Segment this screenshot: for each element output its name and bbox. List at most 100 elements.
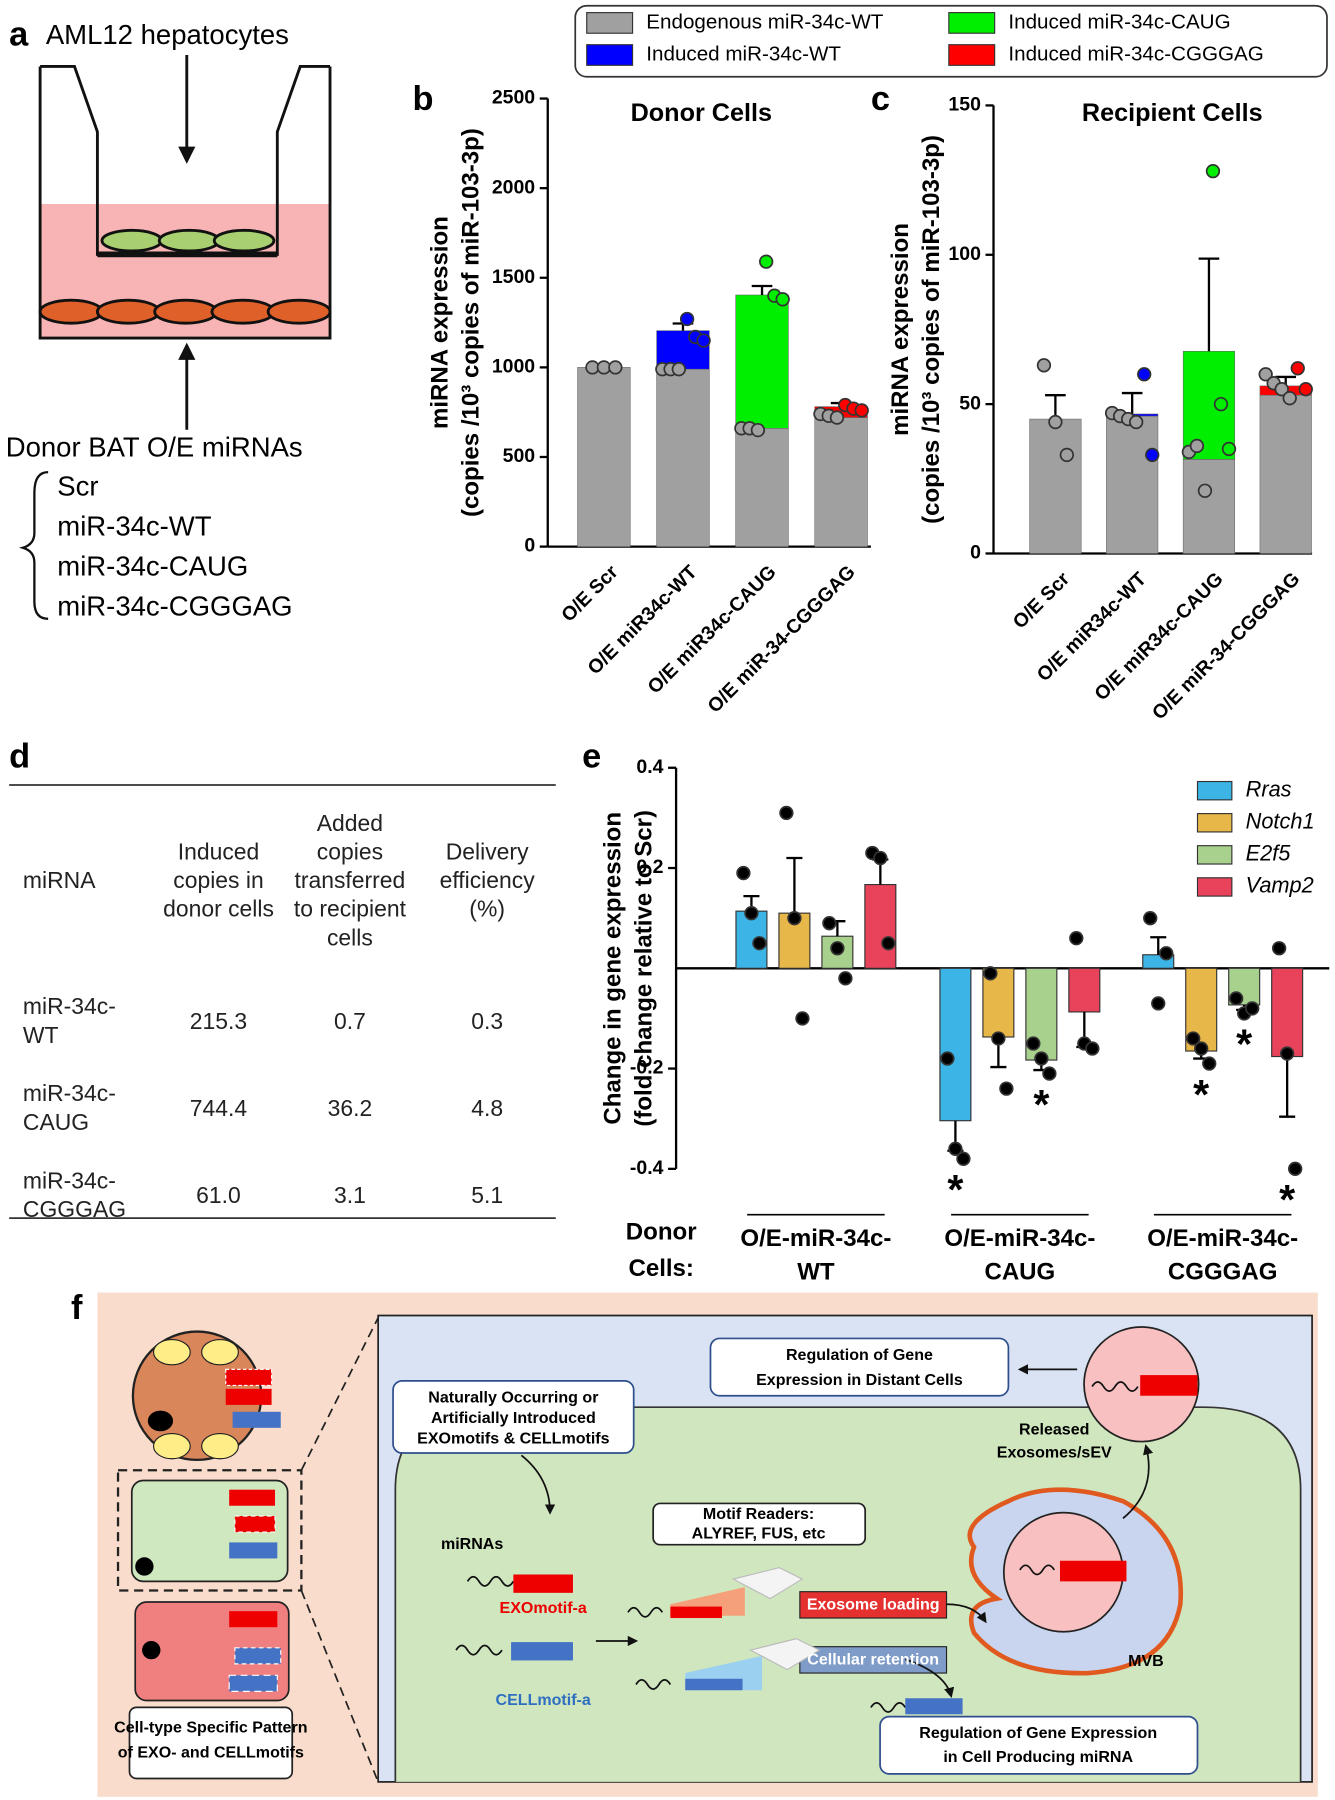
- f-distant: Expression in Distant Cells: [756, 1371, 963, 1389]
- y-axis-label: (copies /10³ copies of miR-103-3p): [457, 128, 484, 517]
- data-point: [1189, 438, 1205, 454]
- cell: 0.3: [471, 1008, 504, 1035]
- panel-a-item: miR-34c-CAUG: [57, 551, 248, 582]
- y-axis-label: miRNA expression: [887, 223, 914, 436]
- bar-segment: [1029, 418, 1082, 554]
- data-point: [608, 360, 623, 375]
- y-tick-label: -0.4: [630, 1157, 664, 1179]
- cell: 0.7: [333, 1008, 366, 1035]
- data-point: [1279, 1046, 1295, 1061]
- cell: 3.1: [333, 1183, 366, 1209]
- data-point: [1159, 946, 1174, 961]
- data-point: [1137, 367, 1152, 382]
- data-point: [1145, 447, 1160, 463]
- data-point: [1290, 361, 1305, 376]
- f-left-box: Cell-type Specific Pattern: [114, 1718, 307, 1736]
- legend-label: Notch1: [1246, 809, 1315, 834]
- bar-segment: [1182, 459, 1236, 554]
- bar: [939, 967, 972, 1122]
- data-point: [787, 911, 802, 926]
- cell: 61.0: [196, 1183, 241, 1209]
- x-tick-label: O/E-miR-34c-: [944, 1225, 1095, 1252]
- legend-swatch: [1196, 780, 1233, 801]
- panel-a-item: Scr: [57, 470, 98, 501]
- bar-segment: [1259, 394, 1312, 554]
- panel-a-item: miR-34c-CGGGAG: [57, 591, 292, 622]
- f-mirnas: miRNAs: [441, 1535, 503, 1553]
- error-bar: [751, 284, 773, 295]
- data-point: [1194, 1041, 1209, 1056]
- legend-swatch: [1196, 813, 1233, 833]
- x-tick-label: CAUG: [984, 1258, 1055, 1285]
- data-point: [1274, 382, 1289, 397]
- panel-a-diagram: [18, 55, 332, 620]
- y-tick-label: 500: [503, 445, 536, 467]
- bar-segment: [814, 417, 868, 547]
- table-row: miR-34c-WT 215.3 0.7 0.3: [9, 979, 556, 1066]
- bar-segment: [577, 367, 631, 547]
- chart-title: Recipient Cells: [1082, 99, 1263, 127]
- bar-segment: [1106, 415, 1159, 554]
- f-distant: Regulation of Gene: [786, 1346, 933, 1364]
- panel-label: d: [9, 738, 30, 776]
- f-left-box: of EXO- and CELLmotifs: [118, 1743, 304, 1761]
- y-tick-label: 150: [948, 94, 981, 116]
- significance-mark: *: [1193, 1072, 1210, 1118]
- header-cell: Delivery efficiency (%): [439, 839, 535, 923]
- data-point: [1282, 390, 1297, 406]
- data-point: [679, 311, 695, 327]
- data-point: [1059, 447, 1075, 463]
- header-cell: miRNA: [22, 868, 96, 894]
- y-tick-label: 50: [959, 392, 981, 414]
- cell: 215.3: [189, 1008, 248, 1035]
- legend-label: Induced miR-34c-WT: [646, 42, 841, 65]
- x-tick-label: O/E Scr: [557, 561, 623, 627]
- bar: [864, 884, 897, 969]
- data-point: [1221, 441, 1237, 457]
- cell: 4.8: [471, 1096, 504, 1122]
- cell: miR-34c-WT: [22, 994, 116, 1049]
- x-axis-label: Donor: [626, 1218, 697, 1245]
- data-point: [1129, 414, 1144, 430]
- legend-label: Endogenous miR-34c-WT: [646, 10, 884, 33]
- efficiency-table: miRNA Induced copies in donor cells Adde…: [9, 785, 556, 1240]
- bar: [1271, 967, 1304, 1058]
- data-point: [1034, 1051, 1049, 1066]
- f-readers: ALYREF, FUS, etc: [692, 1525, 826, 1543]
- significance-mark: *: [1033, 1082, 1050, 1128]
- panel-label: a: [9, 16, 29, 54]
- data-point: [1036, 358, 1052, 373]
- y-tick-label: 0: [970, 542, 981, 564]
- f-cellmotif: CELLmotif-a: [496, 1691, 592, 1709]
- y-tick-label: 1500: [492, 266, 535, 288]
- y-tick-label: 2500: [492, 87, 535, 109]
- data-point: [1069, 931, 1084, 946]
- legend-swatch: [948, 12, 996, 34]
- data-point: [1205, 163, 1221, 179]
- f-released: Exosomes/sEV: [997, 1443, 1112, 1461]
- x-tick-label: O/E-miR-34c-: [1147, 1225, 1298, 1252]
- data-point: [1048, 414, 1063, 430]
- table-header: miRNA Induced copies in donor cells Adde…: [9, 785, 556, 979]
- error-bar: [1279, 1056, 1296, 1118]
- cell: 5.1: [471, 1183, 504, 1209]
- bar-segment: [735, 294, 789, 429]
- y-tick-label: -0.2: [630, 1057, 664, 1079]
- error-bar: [786, 856, 803, 914]
- data-point: [829, 410, 845, 425]
- bar: [1068, 967, 1101, 1013]
- data-point: [1288, 1161, 1303, 1177]
- data-point: [779, 805, 794, 821]
- data-point: [752, 936, 767, 951]
- data-point: [822, 916, 837, 931]
- legend-swatch: [1196, 845, 1233, 865]
- legend-swatch: [1196, 877, 1233, 897]
- legend-label: Rras: [1246, 776, 1292, 801]
- data-point: [1258, 367, 1273, 382]
- data-point: [1151, 996, 1166, 1011]
- data-point: [983, 966, 998, 981]
- legend-box: [574, 4, 1328, 78]
- data-point: [881, 936, 896, 951]
- panel-label: f: [71, 1289, 83, 1327]
